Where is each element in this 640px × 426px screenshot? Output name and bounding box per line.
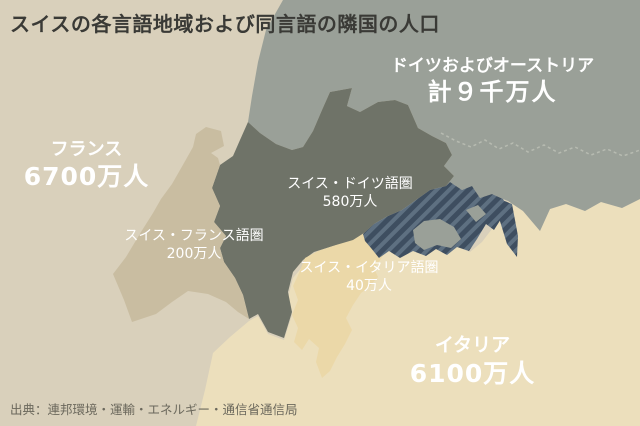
germany-austria-name: ドイツおよびオーストリア (390, 56, 595, 76)
swiss-french-name: スイス・フランス語圏 (124, 228, 264, 244)
map-title: スイスの各言語地域および同言語の隣国の人口 (10, 12, 440, 36)
france-name: フランス (50, 139, 123, 160)
label-swiss-french: スイス・フランス語圏 200万人 (96, 227, 292, 263)
region-swiss-french (113, 127, 249, 322)
germany-austria-dashed-border (440, 132, 640, 157)
label-italy: イタリア 6100万人 (395, 333, 550, 390)
region-germany-austria (248, 0, 640, 231)
france-population: 6700万人 (23, 162, 150, 192)
italy-name: イタリア (434, 334, 511, 356)
italy-population: 6100万人 (409, 358, 536, 388)
swiss-italian-name: スイス・イタリア語圏 (299, 260, 439, 276)
region-swiss-italian (292, 233, 386, 378)
swiss-german-population: 580万人 (322, 194, 378, 211)
label-swiss-german: スイス・ドイツ語圏 580万人 (252, 175, 448, 211)
region-graubuenden-gray-enclave (413, 219, 461, 250)
region-italy (196, 199, 640, 426)
label-france: フランス 6700万人 (4, 138, 169, 194)
source-note: 出典：連邦環境・運輸・エネルギー・通信省通信局 (10, 402, 298, 417)
region-swiss-german (212, 88, 454, 338)
label-swiss-italian: スイス・イタリア語圏 40万人 (270, 259, 468, 295)
swiss-french-population: 200万人 (166, 246, 222, 263)
region-romansh-hatched-prong (499, 200, 518, 257)
region-graubuenden-gray-enclave-small (466, 205, 486, 222)
germany-austria-population: 計９千万人 (427, 78, 558, 107)
swiss-italian-population: 40万人 (346, 278, 392, 295)
swiss-german-name: スイス・ドイツ語圏 (287, 176, 413, 192)
label-germany-austria: ドイツおよびオーストリア 計９千万人 (355, 55, 630, 108)
